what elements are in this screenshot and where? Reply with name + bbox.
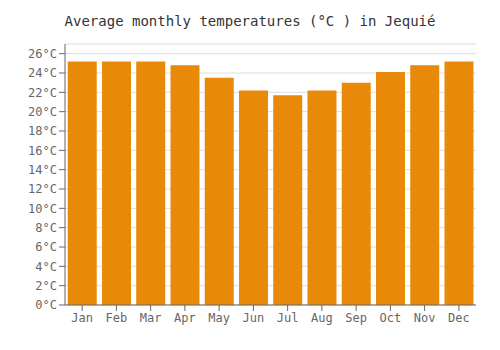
svg-text:Oct: Oct (380, 311, 402, 325)
svg-text:Sep: Sep (345, 311, 367, 325)
svg-text:4°C: 4°C (35, 260, 57, 274)
svg-text:Feb: Feb (106, 311, 128, 325)
svg-text:Nov: Nov (414, 311, 436, 325)
svg-text:6°C: 6°C (35, 240, 57, 254)
svg-text:2°C: 2°C (35, 279, 57, 293)
svg-text:14°C: 14°C (28, 163, 57, 177)
svg-text:24°C: 24°C (28, 66, 57, 80)
svg-text:Dec: Dec (448, 311, 470, 325)
svg-text:18°C: 18°C (28, 124, 57, 138)
svg-text:0°C: 0°C (35, 298, 57, 312)
svg-text:Mar: Mar (140, 311, 162, 325)
svg-text:Jan: Jan (71, 311, 93, 325)
svg-text:16°C: 16°C (28, 144, 57, 158)
svg-text:20°C: 20°C (28, 105, 57, 119)
svg-text:22°C: 22°C (28, 86, 57, 100)
svg-text:10°C: 10°C (28, 202, 57, 216)
html-text:Average monthly temperatures (: Average monthly temperatures (°C ) in Je… (64, 13, 436, 29)
svg-text:Aug: Aug (311, 311, 333, 325)
svg-text:Apr: Apr (174, 311, 196, 325)
svg-text:Jul: Jul (277, 311, 299, 325)
svg-text:Jun: Jun (243, 311, 265, 325)
svg-text:12°C: 12°C (28, 182, 57, 196)
svg-text:May: May (208, 311, 230, 325)
svg-text:8°C: 8°C (35, 221, 57, 235)
svg-text:26°C: 26°C (28, 47, 57, 61)
